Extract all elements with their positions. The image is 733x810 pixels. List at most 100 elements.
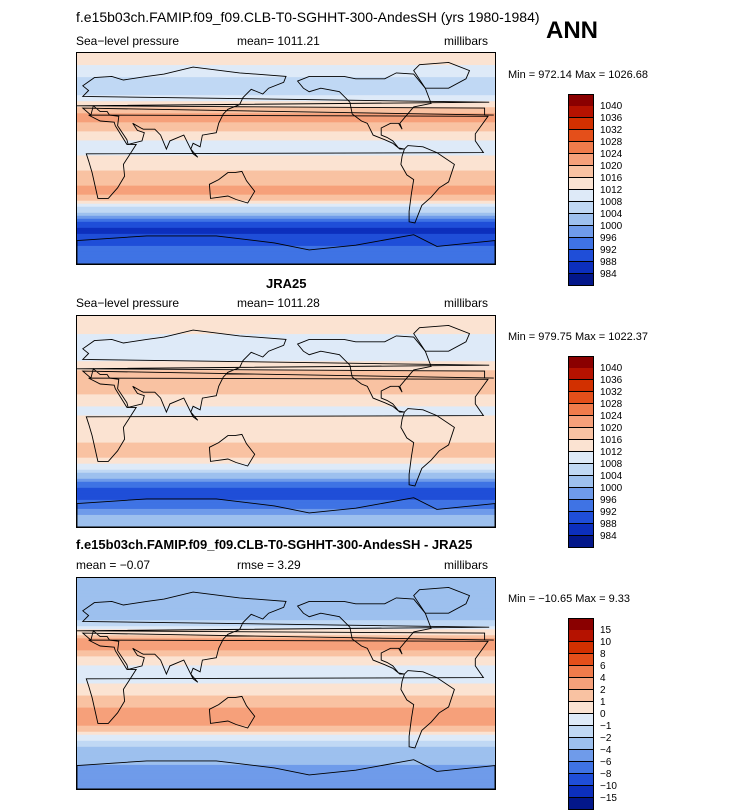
map-band bbox=[77, 74, 495, 78]
map-band bbox=[77, 608, 495, 612]
map-band bbox=[77, 785, 495, 789]
colorbar-swatch bbox=[568, 488, 594, 500]
colorbar-swatch bbox=[568, 166, 594, 178]
panel1-map bbox=[76, 52, 496, 265]
map-band bbox=[77, 671, 495, 676]
colorbar-tick-label: 1028 bbox=[600, 137, 623, 148]
colorbar-swatch bbox=[568, 404, 594, 416]
map-band bbox=[77, 328, 495, 332]
map-band bbox=[77, 125, 495, 129]
colorbar-tick-label: 1028 bbox=[600, 399, 623, 410]
coastline bbox=[77, 759, 495, 789]
panel1-minmax: Min = 972.14 Max = 1026.68 bbox=[508, 69, 649, 81]
map-band bbox=[77, 116, 495, 120]
colorbar-tick-label: 1000 bbox=[600, 483, 623, 494]
coastline bbox=[85, 377, 489, 462]
map-band bbox=[77, 322, 495, 326]
map-band bbox=[77, 167, 495, 172]
map-band bbox=[77, 683, 495, 688]
map-band bbox=[77, 185, 495, 190]
colorbar-swatch bbox=[568, 738, 594, 750]
coastline bbox=[400, 408, 455, 487]
colorbar-tick-label: 984 bbox=[600, 531, 617, 542]
map-band bbox=[77, 611, 495, 615]
map-band bbox=[77, 602, 495, 606]
map-band bbox=[77, 137, 495, 142]
map-band bbox=[77, 218, 495, 223]
map-band bbox=[77, 161, 495, 166]
map-band bbox=[77, 767, 495, 772]
map-band bbox=[77, 188, 495, 193]
map-band bbox=[77, 173, 495, 178]
map-band bbox=[77, 382, 495, 386]
colorbar-swatch bbox=[568, 142, 594, 154]
colorbar-swatch bbox=[568, 786, 594, 798]
map-band bbox=[77, 427, 495, 432]
map-band bbox=[77, 445, 495, 450]
map-band bbox=[77, 316, 495, 320]
map-band bbox=[77, 170, 495, 175]
map-band bbox=[77, 674, 495, 679]
map-band bbox=[77, 71, 495, 75]
colorbar-tick-label: 996 bbox=[600, 495, 617, 506]
coastline bbox=[413, 586, 471, 614]
colorbar-swatch bbox=[568, 774, 594, 786]
colorbar-swatch bbox=[568, 512, 594, 524]
coastline bbox=[77, 66, 494, 158]
coastline bbox=[296, 335, 432, 413]
season-label: ANN bbox=[546, 17, 598, 44]
colorbar-tick-label: 996 bbox=[600, 233, 617, 244]
map-band bbox=[77, 83, 495, 87]
panel3-rmse-label: rmse = 3.29 bbox=[237, 558, 301, 572]
map-band bbox=[77, 331, 495, 335]
colorbar-swatch bbox=[568, 762, 594, 774]
map-band bbox=[77, 433, 495, 438]
coastline bbox=[85, 114, 489, 199]
map-band bbox=[77, 260, 495, 264]
map-band bbox=[77, 203, 495, 208]
colorbar-swatch bbox=[568, 726, 594, 738]
panel3-units-label: millibars bbox=[444, 558, 489, 572]
map-band bbox=[77, 319, 495, 323]
map-band bbox=[77, 737, 495, 742]
map-band bbox=[77, 719, 495, 724]
map-band bbox=[77, 415, 495, 420]
map-band bbox=[77, 334, 495, 338]
map-band bbox=[77, 764, 495, 769]
map-band bbox=[77, 502, 495, 507]
coastline bbox=[208, 433, 256, 467]
map-band bbox=[77, 758, 495, 763]
map-band bbox=[77, 644, 495, 648]
map-band bbox=[77, 505, 495, 510]
map-band bbox=[77, 659, 495, 663]
panel2-map-svg bbox=[77, 316, 495, 527]
map-band bbox=[77, 436, 495, 441]
map-band bbox=[77, 692, 495, 697]
panel3-title: f.e15b03ch.FAMIP.f09_f09.CLB-T0-SGHHT-30… bbox=[76, 537, 473, 552]
colorbar-tick-label: 1012 bbox=[600, 447, 623, 458]
map-band bbox=[77, 578, 495, 582]
map-band bbox=[77, 110, 495, 114]
map-band bbox=[77, 472, 495, 477]
map-band bbox=[77, 695, 495, 700]
map-band bbox=[77, 716, 495, 721]
colorbar-tick-label: 1008 bbox=[600, 459, 623, 470]
colorbar-swatch bbox=[568, 202, 594, 214]
map-band bbox=[77, 400, 495, 405]
map-band bbox=[77, 746, 495, 751]
map-band bbox=[77, 406, 495, 411]
map-band bbox=[77, 599, 495, 603]
coastline bbox=[85, 639, 489, 724]
map-band bbox=[77, 698, 495, 703]
map-band bbox=[77, 680, 495, 685]
panel3-map-svg bbox=[77, 578, 495, 789]
map-band bbox=[77, 626, 495, 630]
colorbar-swatch bbox=[568, 690, 594, 702]
coastline bbox=[413, 61, 471, 89]
map-band bbox=[77, 728, 495, 733]
colorbar-tick-label: 1016 bbox=[600, 173, 623, 184]
panel2-title: JRA25 bbox=[266, 276, 307, 291]
map-band bbox=[77, 587, 495, 591]
map-band bbox=[77, 80, 495, 84]
colorbar-tick-label: −10 bbox=[600, 781, 617, 792]
